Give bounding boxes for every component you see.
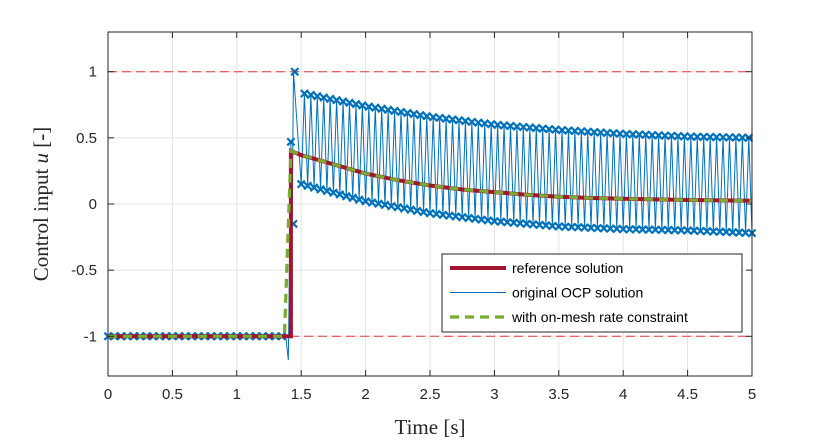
original-ocp-marker (470, 214, 480, 224)
original-ocp-marker (345, 98, 354, 108)
original-ocp-marker (341, 191, 351, 201)
original-ocp-marker (448, 115, 457, 124)
y-axis-label: Control input u [-] (29, 127, 53, 282)
original-ocp-marker (358, 101, 367, 110)
original-ocp-marker (483, 216, 493, 225)
original-ocp-marker (477, 215, 486, 224)
x-tick-label: 1.5 (291, 386, 312, 403)
original-ocp-marker (296, 179, 306, 189)
original-ocp-marker (409, 109, 419, 119)
legend-label-original: original OCP solution (512, 285, 643, 301)
original-ocp-marker (432, 209, 441, 219)
original-ocp-marker (386, 201, 396, 211)
original-ocp-marker (322, 186, 332, 196)
original-ocp-marker (306, 90, 316, 100)
original-ocp-marker (444, 211, 454, 221)
original-ocp-marker (383, 105, 393, 115)
original-ocp-marker (335, 190, 345, 199)
original-ocp-marker (325, 94, 335, 104)
original-ocp-marker (393, 202, 403, 212)
original-ocp-marker (361, 196, 370, 206)
original-ocp-marker (309, 183, 319, 192)
x-tick-label: 3.5 (548, 386, 569, 403)
original-ocp-marker (422, 111, 432, 121)
y-tick-labels: -1 -0.5 0 0.5 1 (71, 64, 97, 346)
original-ocp-marker (338, 97, 348, 106)
original-ocp-marker (354, 195, 364, 205)
original-ocp-marker (403, 108, 412, 118)
x-tick-label: 4 (619, 386, 627, 403)
legend: reference solution original OCP solution… (441, 253, 743, 333)
original-ocp-marker (441, 114, 451, 124)
original-ocp-marker (370, 103, 380, 113)
original-ocp-marker (473, 118, 483, 128)
original-ocp-marker (480, 119, 490, 128)
y-tick-label: 1 (89, 64, 97, 81)
original-ocp-marker (425, 208, 435, 218)
original-ocp-marker (351, 99, 361, 109)
tick-marks (107, 32, 753, 376)
x-tick-label: 2 (361, 386, 369, 403)
y-tick-label: -0.5 (71, 262, 97, 279)
legend-label-reference: reference solution (512, 260, 623, 276)
original-ocp-marker (319, 93, 329, 102)
original-ocp-marker (435, 113, 445, 123)
original-ocp-marker (406, 205, 416, 215)
original-ocp-marker (329, 188, 338, 198)
x-tick-label: 4.5 (677, 386, 698, 403)
original-ocp-marker (438, 210, 448, 220)
legend-label-rate-constraint: with on-mesh rate constraint (511, 309, 688, 325)
original-ocp-marker (380, 200, 390, 210)
original-ocp-marker (457, 212, 467, 222)
x-tick-label: 2.5 (420, 386, 441, 403)
original-ocp-marker (348, 193, 358, 203)
original-ocp-marker (377, 104, 387, 114)
original-ocp-marker (300, 89, 309, 98)
original-ocp-marker (367, 198, 377, 207)
x-tick-label: 3 (490, 386, 498, 403)
original-ocp-marker (303, 181, 313, 191)
original-ocp-marker (332, 95, 341, 105)
original-ocp-marker (364, 102, 374, 111)
x-tick-label: 5 (748, 386, 756, 403)
original-ocp-marker (374, 199, 383, 209)
original-ocp-marker (467, 117, 477, 127)
original-ocp-marker (428, 112, 438, 122)
x-tick-label: 1 (233, 386, 241, 403)
original-ocp-marker (415, 110, 425, 120)
series-layer (103, 67, 757, 361)
original-ocp-marker (396, 107, 406, 117)
rate-constraint-line (108, 148, 753, 338)
original-ocp-marker (412, 206, 422, 216)
original-ocp-marker (290, 67, 300, 77)
y-tick-label: -1 (84, 328, 97, 345)
original-ocp-marker (461, 116, 470, 126)
original-ocp-marker (464, 213, 474, 223)
x-axis-label: Time [s] (395, 415, 466, 439)
original-ocp-marker (390, 106, 399, 116)
x-tick-labels: 0 0.5 1 1.5 2 2.5 3 3.5 4 4.5 5 (104, 386, 756, 403)
original-ocp-marker (419, 207, 428, 217)
original-ocp-marker (399, 204, 409, 213)
x-tick-label: 0 (104, 386, 112, 403)
x-tick-label: 0.5 (162, 386, 183, 403)
y-tick-label: 0.5 (76, 130, 97, 147)
original-ocp-marker (451, 212, 461, 221)
original-ocp-marker (454, 115, 464, 125)
y-tick-label: 0 (89, 196, 97, 213)
original-ocp-marker (312, 91, 322, 101)
original-ocp-marker (286, 137, 296, 147)
original-ocp-marker (316, 184, 325, 194)
constraint-lines (108, 71, 752, 337)
